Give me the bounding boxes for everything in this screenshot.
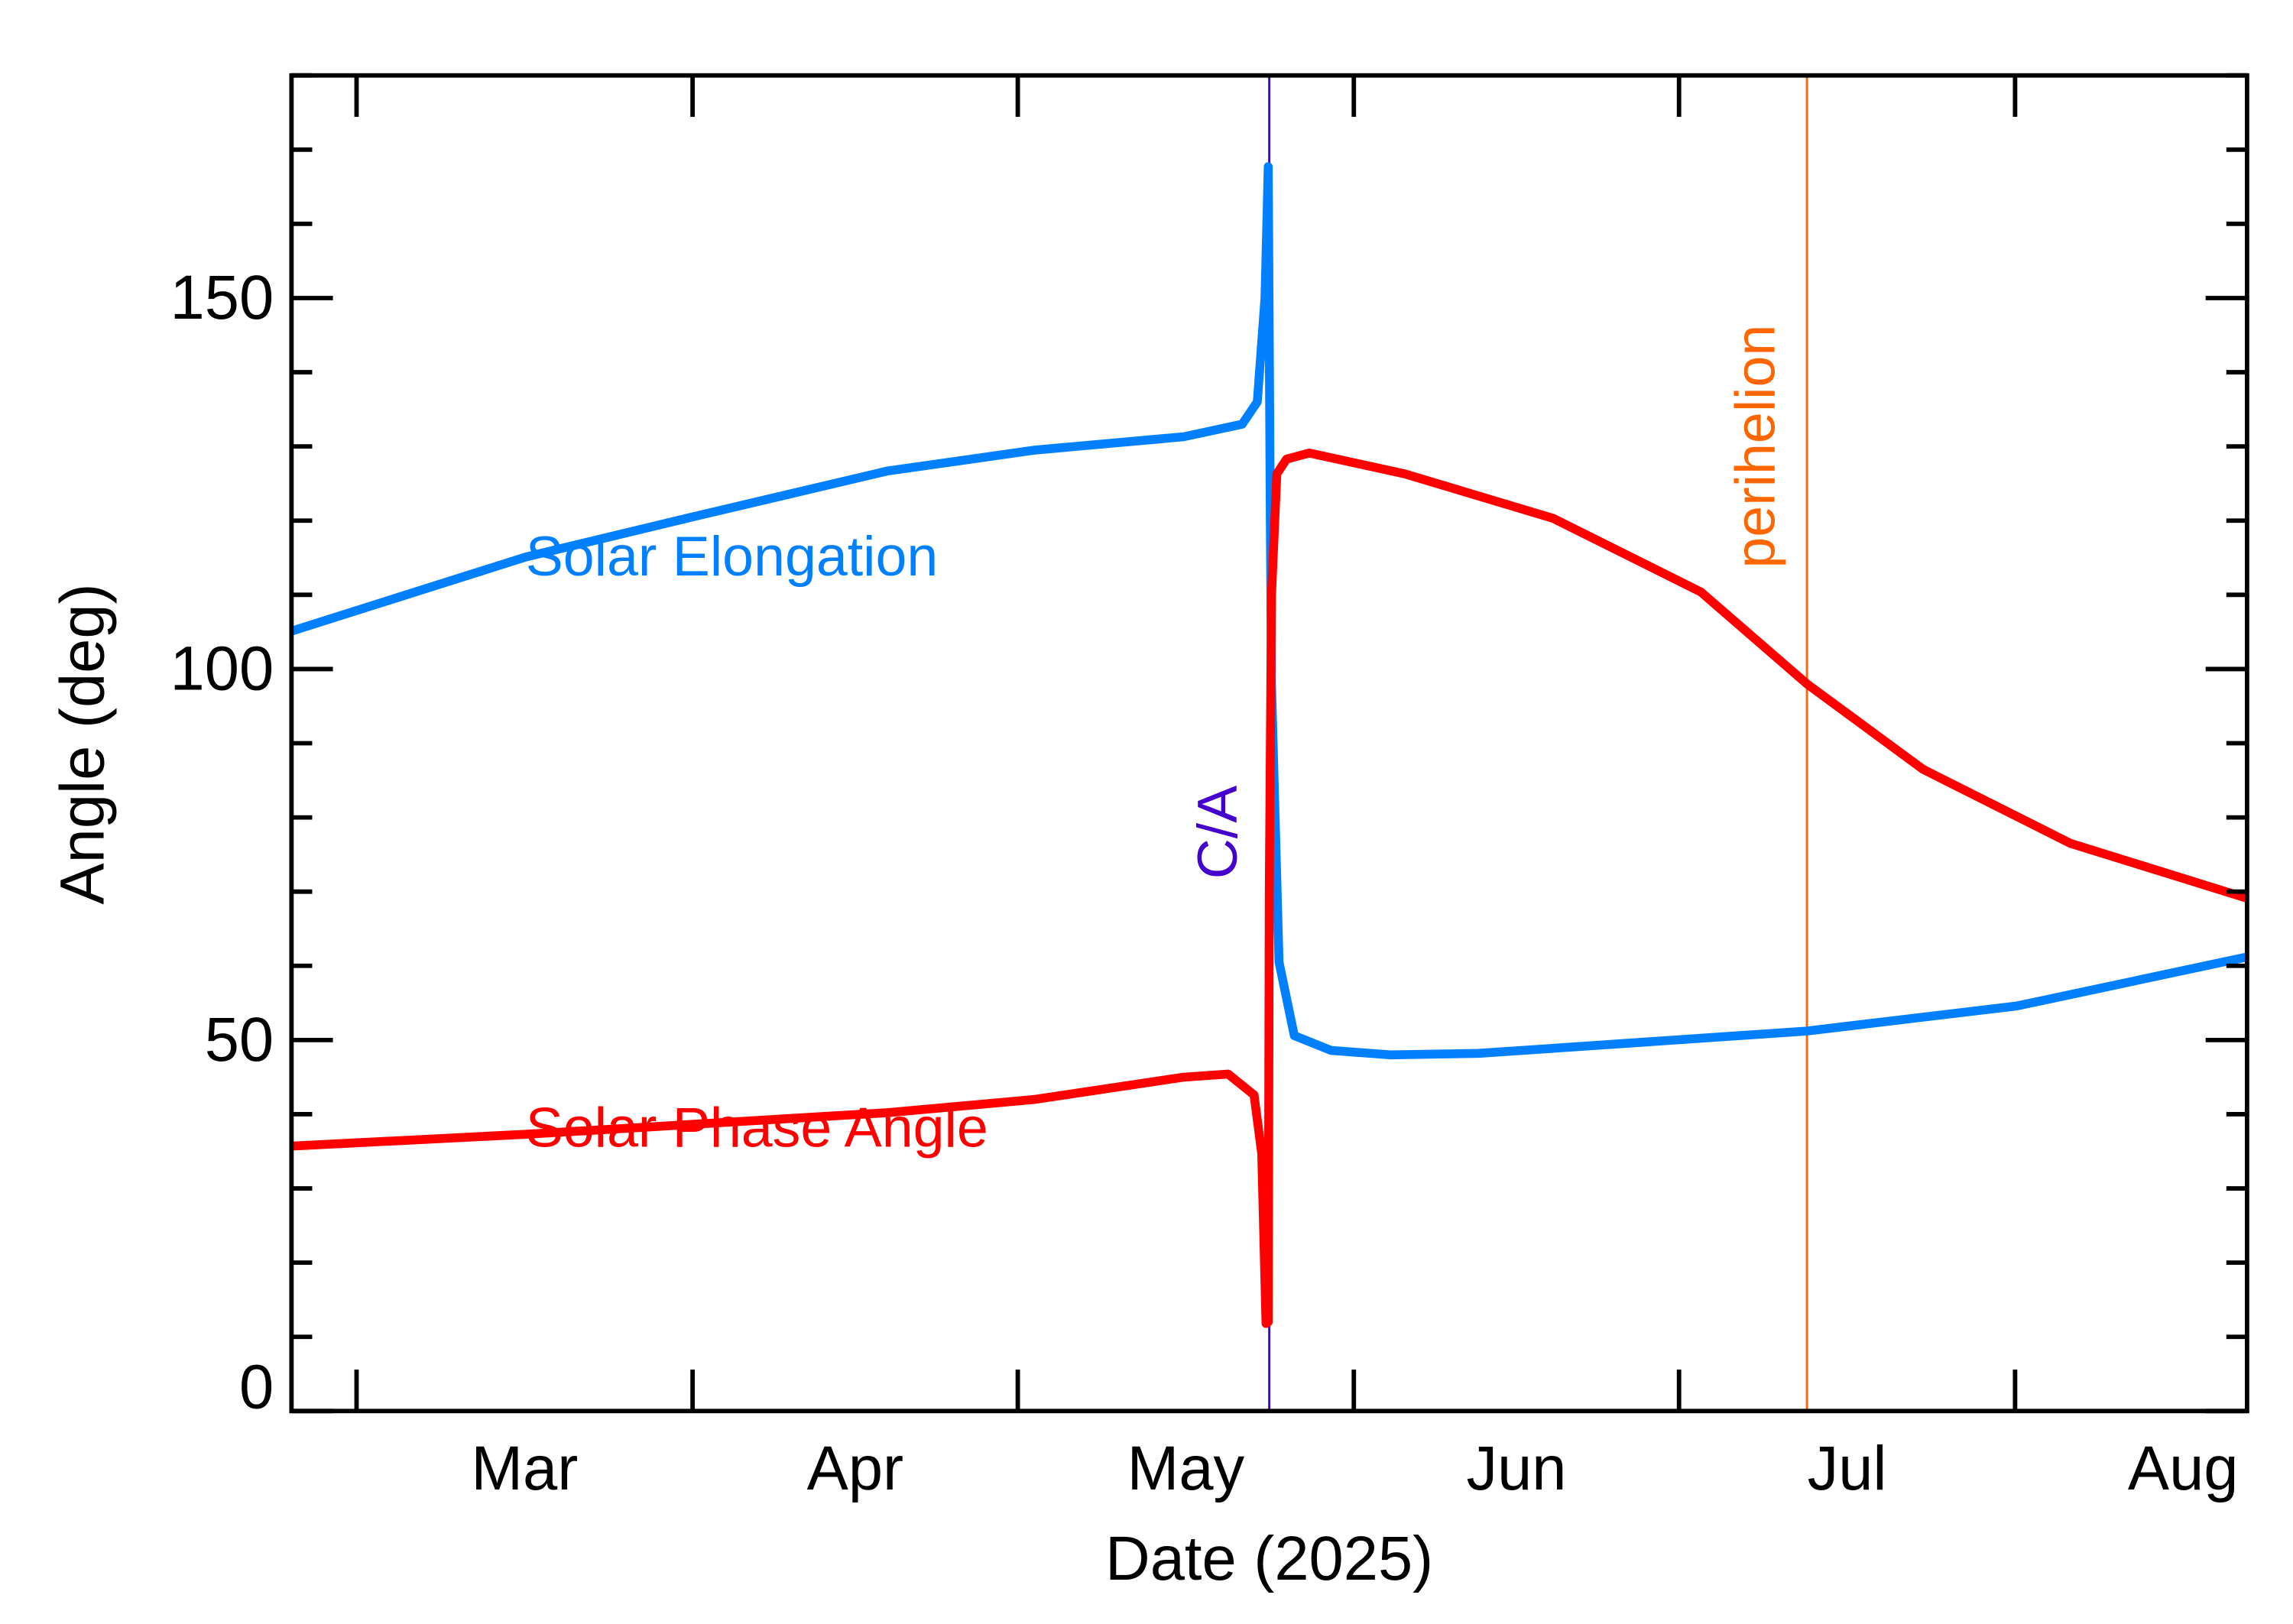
x-tick-label: May (1127, 1434, 1245, 1503)
x-tick-label: Mar (471, 1434, 578, 1503)
series-label: Solar Phase Angle (526, 1096, 988, 1159)
series-lines (290, 162, 2249, 1328)
series-line-solar-elongation (290, 162, 2249, 1060)
y-axis-label: Angle (deg) (48, 583, 118, 904)
y-tick-label: 0 (239, 1352, 274, 1421)
series-label: Solar Elongation (526, 524, 939, 588)
series-line-solar-phase-angle (291, 448, 2249, 1328)
x-tick-label: Jul (1808, 1434, 1887, 1503)
x-axis-label: Date (2025) (1105, 1524, 1433, 1593)
vertical-markers (1268, 75, 1808, 1412)
text-labels: C/A perihelion Solar Elongation Solar Phase… (526, 325, 1787, 1159)
vline-label: C/A (1185, 786, 1249, 880)
axis-ticks: 0 50 100 150 Mar Apr May Jun Jul Aug (170, 73, 2247, 1503)
x-tick-label: Apr (807, 1434, 903, 1503)
vline-label: perihelion (1724, 325, 1787, 569)
x-tick-label: Jun (1466, 1434, 1566, 1503)
y-tick-label: 50 (205, 1005, 274, 1075)
y-tick-label: 100 (170, 634, 274, 704)
y-tick-label: 150 (170, 263, 274, 332)
plot-frame (289, 73, 2249, 1414)
x-tick-label: Aug (2128, 1434, 2239, 1503)
